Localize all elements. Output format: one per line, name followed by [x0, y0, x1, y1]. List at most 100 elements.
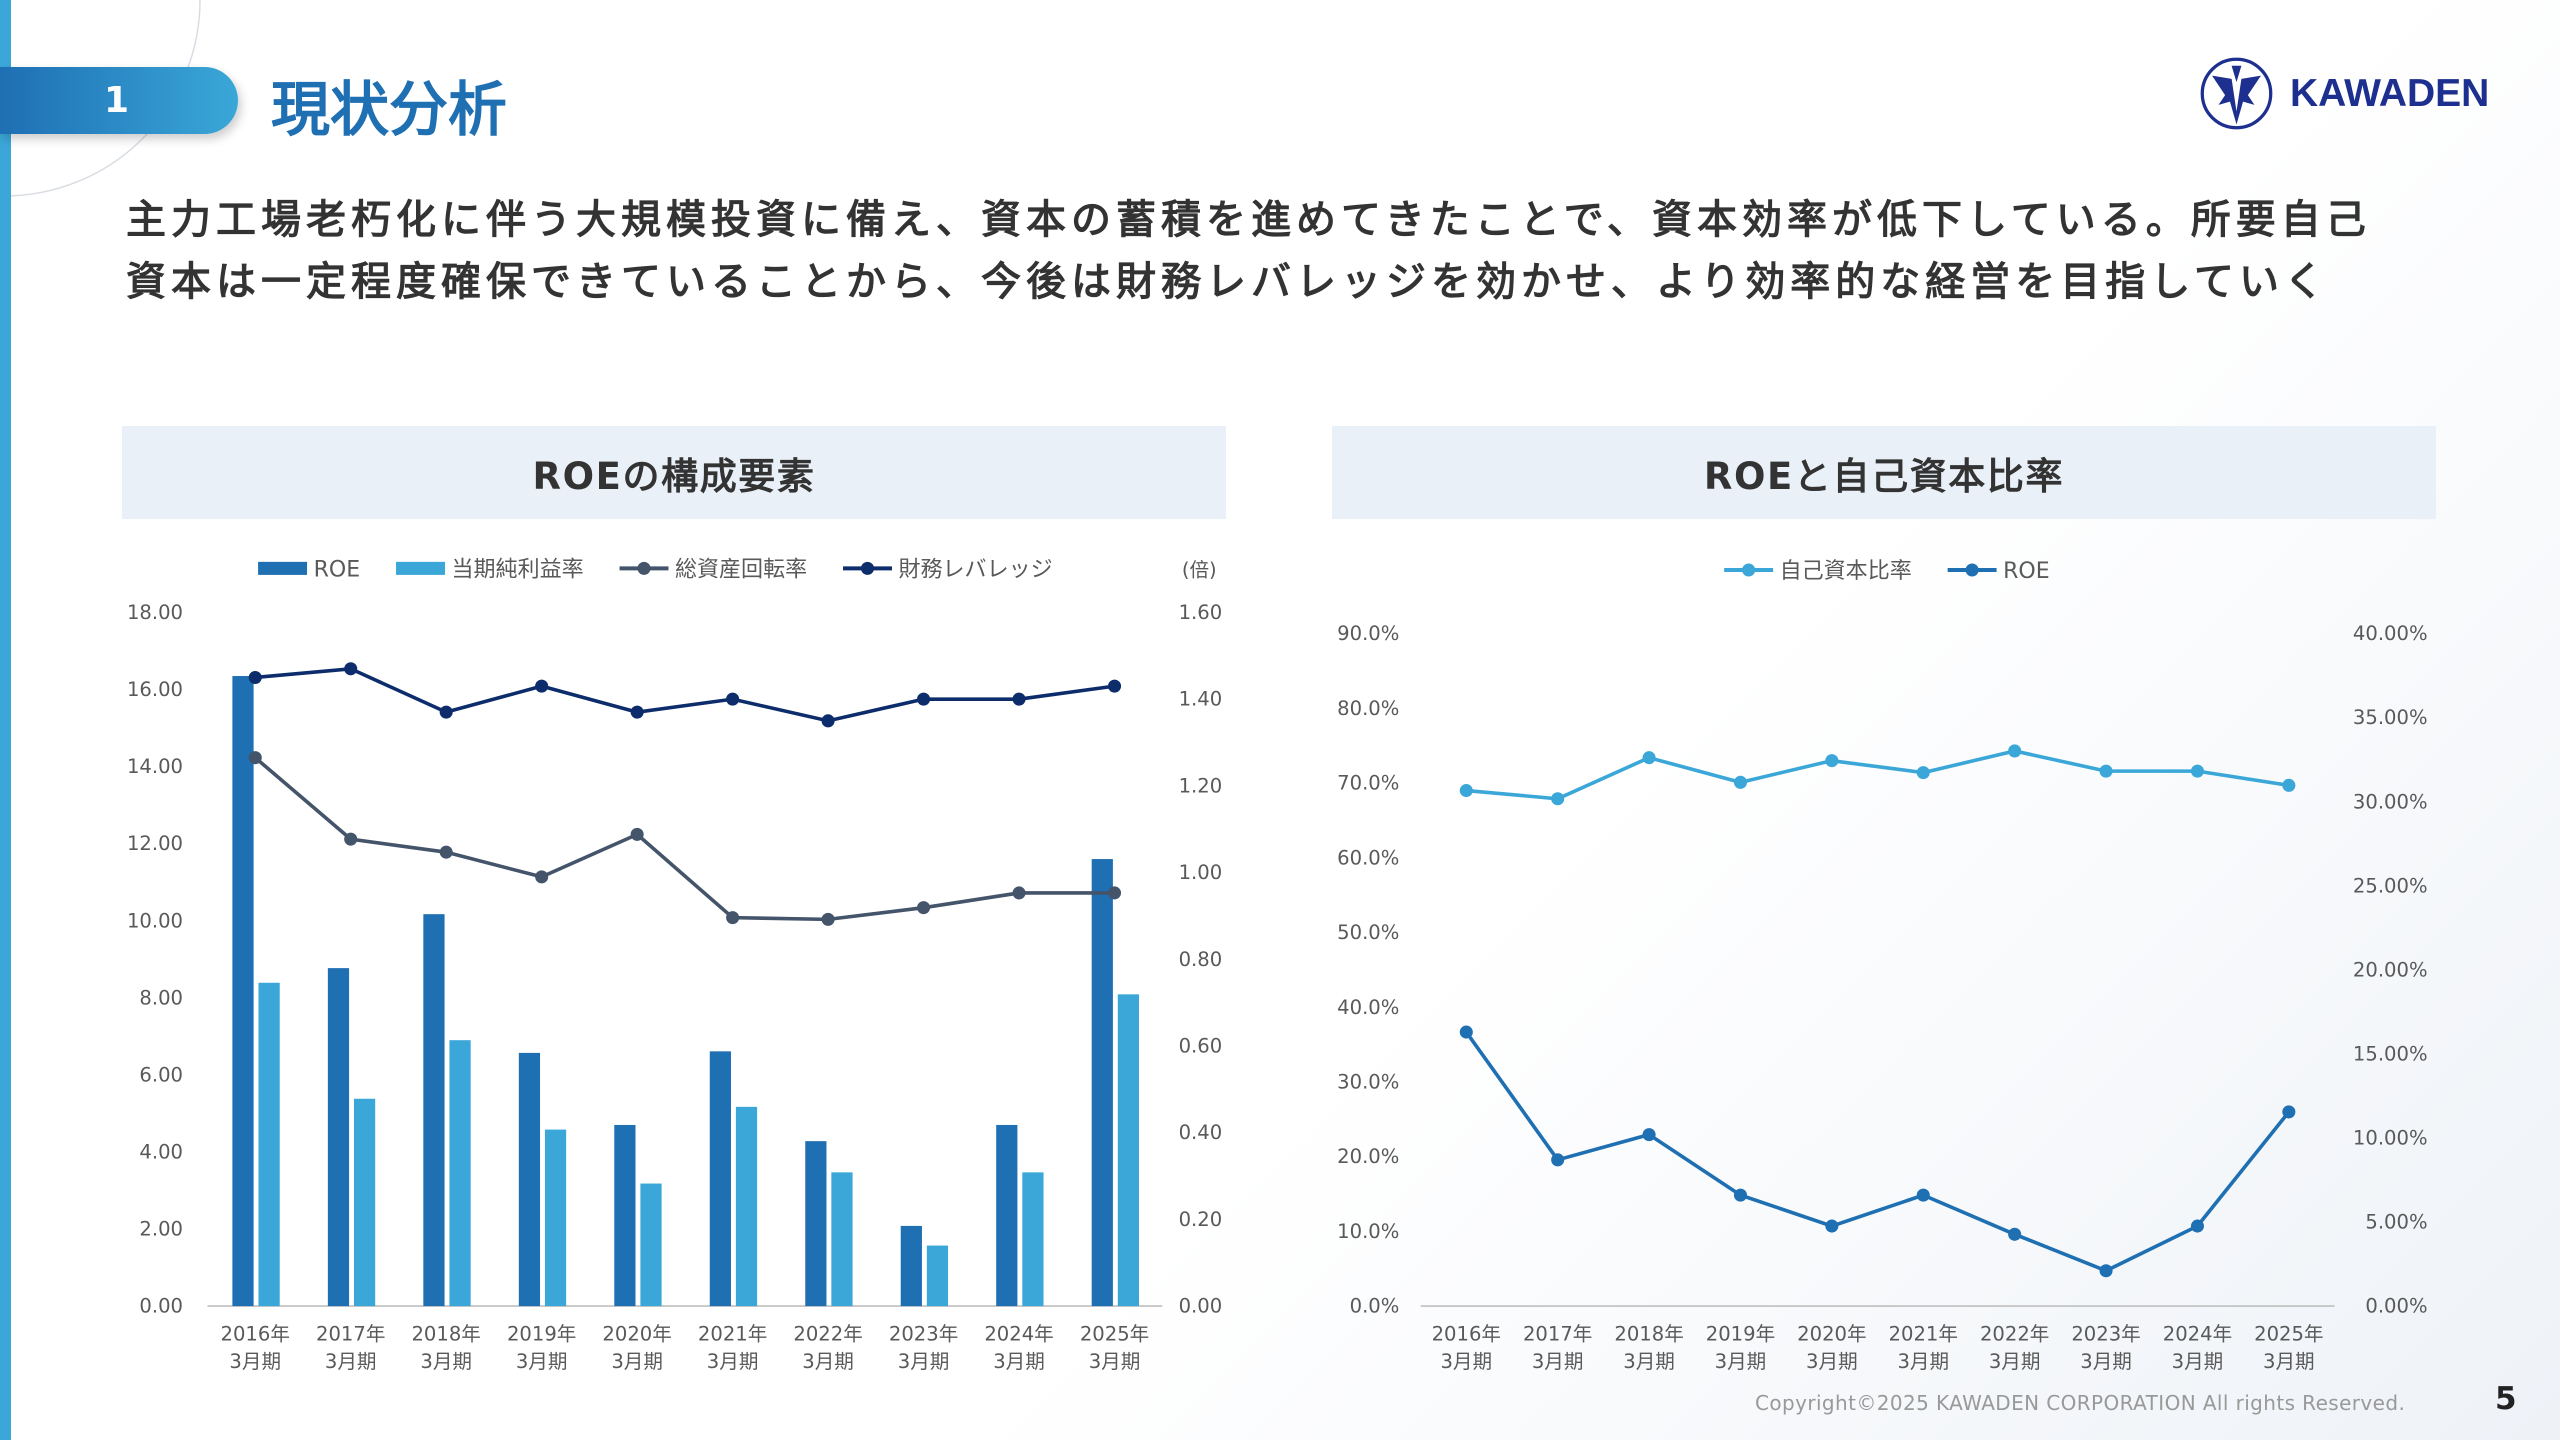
bar-roe: [423, 914, 445, 1307]
bar-net-margin: [1022, 1172, 1044, 1307]
chart-title-roe-components: ROEの構成要素: [122, 426, 1226, 519]
data-point: [726, 692, 740, 706]
data-point: [535, 679, 549, 693]
bar-roe: [805, 1141, 827, 1307]
page-number: 5: [2495, 1381, 2517, 1417]
bar-net-margin: [926, 1245, 949, 1307]
bar-roe: [709, 1051, 731, 1307]
data-point: [439, 705, 453, 719]
kawaden-emblem-icon: [2200, 57, 2273, 130]
data-point: [1459, 784, 1473, 798]
data-point: [2190, 764, 2204, 778]
right-axis-tick-label: 0.40: [1179, 1121, 1223, 1144]
data-point: [630, 705, 644, 719]
bar-net-margin: [258, 982, 280, 1307]
bar-roe: [518, 1052, 541, 1307]
data-point: [1107, 679, 1122, 693]
data-point: [1825, 754, 1839, 768]
x-tick-label: 2018年: [1614, 1322, 1683, 1345]
data-point: [2008, 744, 2022, 758]
left-axis-tick-label: 90.0%: [1337, 622, 1399, 645]
data-point: [917, 901, 931, 915]
data-point: [2008, 1227, 2022, 1241]
legend-swatch: [396, 561, 445, 575]
right-axis-tick-label: 35.00%: [2353, 706, 2428, 729]
data-point: [1642, 1128, 1656, 1142]
right-axis-tick-label: 30.00%: [2353, 790, 2428, 813]
right-axis-unit-label: (倍): [1182, 559, 1217, 582]
left-axis-tick-label: 14.00: [127, 755, 183, 778]
data-point: [1916, 766, 1930, 780]
left-axis-tick-label: 18.00: [127, 601, 183, 624]
x-tick-label: 2022年: [793, 1322, 862, 1345]
right-axis-tick-label: 0.00: [1179, 1295, 1223, 1318]
bar-net-margin: [735, 1106, 758, 1307]
x-tick-label: 3月期: [1089, 1350, 1141, 1373]
legend-swatch: [258, 561, 308, 575]
left-axis-tick-label: 20.0%: [1337, 1145, 1399, 1168]
right-axis-tick-label: 40.00%: [2353, 622, 2428, 645]
x-tick-label: 2018年: [411, 1322, 480, 1345]
x-tick-label: 2025年: [1080, 1322, 1149, 1345]
x-tick-label: 3月期: [229, 1350, 281, 1373]
legend-label: 当期純利益率: [452, 558, 584, 583]
right-axis-tick-label: 0.80: [1179, 948, 1223, 971]
x-tick-label: 3月期: [2263, 1350, 2315, 1373]
series-line: [1466, 749, 2290, 801]
bar-net-margin: [1117, 994, 1140, 1307]
legend-label: 総資産回転率: [675, 558, 807, 583]
x-tick-label: 3月期: [1532, 1350, 1584, 1373]
right-axis-tick-label: 15.00%: [2353, 1042, 2428, 1065]
x-tick-label: 2020年: [1797, 1322, 1866, 1345]
left-axis-tick-label: 12.00: [127, 832, 183, 855]
x-tick-label: 3月期: [2172, 1350, 2224, 1373]
left-axis-tick-label: 4.00: [139, 1140, 183, 1163]
lead-text: 主力工場老朽化に伴う大規模投資に備え、資本の蓄積を進めてきたことで、資本効率が低…: [126, 189, 2526, 313]
right-axis-tick-label: 1.20: [1179, 774, 1223, 797]
left-axis-tick-label: 2.00: [139, 1218, 183, 1241]
left-axis-tick-label: 60.0%: [1337, 846, 1399, 869]
bar-roe: [614, 1124, 636, 1307]
data-point: [726, 911, 740, 925]
legend-label: ROE: [314, 558, 361, 583]
series-line: [1464, 1031, 2291, 1273]
bar-roe: [232, 676, 254, 1307]
lead-line-2: 資本は一定程度確保できていることから、今後は財務レバレッジを効かせ、より効率的な…: [126, 259, 2329, 305]
x-tick-label: 2021年: [1889, 1322, 1958, 1345]
x-tick-label: 2019年: [507, 1322, 576, 1345]
legend-marker: [637, 561, 651, 575]
left-axis-tick-label: 0.0%: [1350, 1295, 1400, 1318]
left-axis-tick-label: 10.0%: [1337, 1220, 1399, 1243]
data-point: [630, 827, 644, 841]
x-tick-label: 2016年: [221, 1322, 290, 1345]
data-point: [535, 870, 549, 884]
data-point: [1459, 1025, 1473, 1039]
x-tick-label: 3月期: [611, 1350, 663, 1373]
x-tick-label: 2017年: [1523, 1322, 1592, 1345]
x-tick-label: 3月期: [516, 1350, 568, 1373]
x-tick-label: 3月期: [1715, 1350, 1767, 1373]
data-point: [2099, 1264, 2113, 1278]
x-tick-label: 3月期: [993, 1350, 1045, 1373]
x-tick-label: 2022年: [1980, 1322, 2049, 1345]
left-axis-tick-label: 30.0%: [1337, 1070, 1399, 1093]
data-point: [1642, 751, 1656, 765]
company-logo: KAWADEN: [2199, 56, 2489, 131]
right-axis-tick-label: 1.40: [1179, 688, 1223, 711]
data-point: [344, 832, 358, 846]
data-point: [1107, 886, 1122, 900]
data-point: [248, 670, 262, 684]
x-tick-label: 2024年: [2163, 1322, 2232, 1345]
data-point: [2099, 764, 2113, 778]
x-tick-label: 3月期: [1806, 1350, 1858, 1373]
x-tick-label: 3月期: [1623, 1350, 1675, 1373]
bar-roe: [1091, 859, 1113, 1307]
bar-net-margin: [449, 1040, 471, 1307]
data-point: [344, 662, 358, 676]
right-axis-tick-label: 20.00%: [2353, 958, 2428, 981]
x-tick-label: 2023年: [2071, 1322, 2140, 1345]
data-point: [1916, 1188, 1930, 1202]
right-axis-tick-label: 5.00%: [2365, 1211, 2427, 1234]
data-point: [1733, 1188, 1747, 1202]
